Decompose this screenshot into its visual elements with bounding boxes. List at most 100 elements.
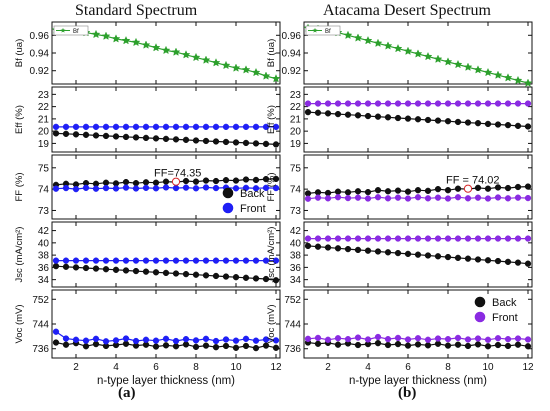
data-point bbox=[52, 130, 60, 137]
data-point bbox=[444, 335, 452, 343]
legend-label: Bf bbox=[325, 29, 331, 35]
data-point bbox=[212, 337, 220, 345]
data-point bbox=[454, 254, 462, 262]
y-tick-label: 74 bbox=[290, 185, 302, 196]
data-point bbox=[494, 335, 502, 342]
data-point bbox=[161, 45, 171, 55]
data-point bbox=[222, 123, 230, 131]
data-point bbox=[52, 263, 60, 270]
data-point bbox=[162, 123, 170, 131]
data-point bbox=[464, 342, 472, 350]
data-point bbox=[314, 189, 322, 196]
data-point bbox=[102, 179, 110, 186]
data-point bbox=[62, 341, 70, 348]
data-point bbox=[252, 176, 260, 184]
data-point bbox=[112, 266, 120, 273]
data-point bbox=[494, 184, 502, 191]
data-point bbox=[474, 194, 482, 201]
y-axis-label: Bf (ua) bbox=[266, 39, 277, 68]
data-point bbox=[464, 100, 472, 107]
data-point bbox=[172, 337, 180, 345]
data-point bbox=[152, 179, 160, 186]
data-point bbox=[314, 194, 322, 201]
data-point bbox=[62, 130, 70, 137]
data-point bbox=[454, 100, 462, 107]
data-point bbox=[494, 194, 502, 201]
data-point bbox=[324, 110, 332, 117]
data-point bbox=[172, 123, 180, 131]
data-point bbox=[344, 235, 352, 242]
data-point bbox=[242, 184, 250, 192]
y-tick-label: 75 bbox=[290, 163, 302, 174]
data-point bbox=[394, 249, 402, 257]
data-point bbox=[524, 100, 532, 107]
data-point bbox=[92, 335, 100, 342]
data-point bbox=[464, 255, 472, 262]
data-point bbox=[202, 123, 210, 131]
data-point bbox=[524, 123, 532, 130]
data-point bbox=[82, 131, 90, 138]
data-point bbox=[262, 123, 270, 131]
legend-box bbox=[305, 25, 341, 36]
data-point bbox=[242, 274, 250, 281]
data-point bbox=[232, 185, 240, 192]
data-point bbox=[483, 67, 493, 77]
data-point bbox=[102, 257, 110, 264]
data-point bbox=[404, 115, 412, 122]
data-point bbox=[324, 195, 332, 202]
x-tick-label: 10 bbox=[482, 362, 494, 373]
data-point bbox=[172, 136, 180, 143]
y-axis-label: Jsc (mA/cm²) bbox=[266, 227, 277, 283]
x-tick-label: 6 bbox=[405, 362, 411, 373]
data-point bbox=[384, 188, 392, 195]
data-point bbox=[434, 100, 442, 107]
data-point bbox=[304, 235, 312, 242]
data-point bbox=[62, 123, 70, 131]
y-tick-label: 74 bbox=[38, 185, 50, 196]
data-point bbox=[354, 341, 362, 349]
data-point bbox=[202, 184, 210, 191]
data-point bbox=[251, 67, 261, 77]
data-point bbox=[394, 114, 402, 122]
y-tick-label: 744 bbox=[32, 320, 49, 331]
data-point bbox=[101, 31, 111, 40]
data-point bbox=[82, 184, 90, 192]
y-axis-label: Eff (%) bbox=[266, 105, 277, 134]
data-point bbox=[172, 270, 180, 277]
data-point bbox=[444, 100, 452, 107]
data-point bbox=[262, 342, 270, 349]
data-point bbox=[493, 70, 503, 79]
y-tick-label: 736 bbox=[284, 344, 301, 355]
data-point bbox=[92, 185, 100, 192]
data-point bbox=[524, 235, 532, 242]
data-point bbox=[504, 235, 512, 242]
x-tick-label: 10 bbox=[230, 362, 242, 373]
data-point bbox=[192, 257, 200, 264]
data-point bbox=[354, 112, 362, 119]
data-point bbox=[434, 117, 442, 124]
data-point bbox=[222, 138, 230, 146]
panel-frame bbox=[303, 154, 533, 220]
data-point bbox=[52, 328, 60, 335]
data-point bbox=[192, 185, 200, 192]
data-point bbox=[444, 253, 452, 261]
data-point bbox=[304, 100, 312, 107]
data-point bbox=[474, 120, 482, 127]
data-point bbox=[172, 184, 180, 192]
data-point bbox=[334, 335, 342, 342]
data-point bbox=[132, 257, 140, 264]
data-point bbox=[252, 275, 260, 282]
y-tick-label: 34 bbox=[290, 275, 302, 286]
y-tick-label: 42 bbox=[38, 226, 50, 237]
y-tick-label: 75 bbox=[38, 163, 50, 174]
data-point bbox=[182, 123, 190, 131]
y-tick-label: 19 bbox=[38, 139, 50, 150]
data-point bbox=[242, 257, 250, 264]
data-point bbox=[503, 73, 513, 82]
data-point bbox=[454, 334, 462, 342]
data-point bbox=[212, 184, 220, 192]
data-point bbox=[162, 342, 170, 349]
data-point bbox=[221, 60, 231, 70]
data-point bbox=[92, 340, 100, 348]
data-point bbox=[202, 342, 210, 349]
